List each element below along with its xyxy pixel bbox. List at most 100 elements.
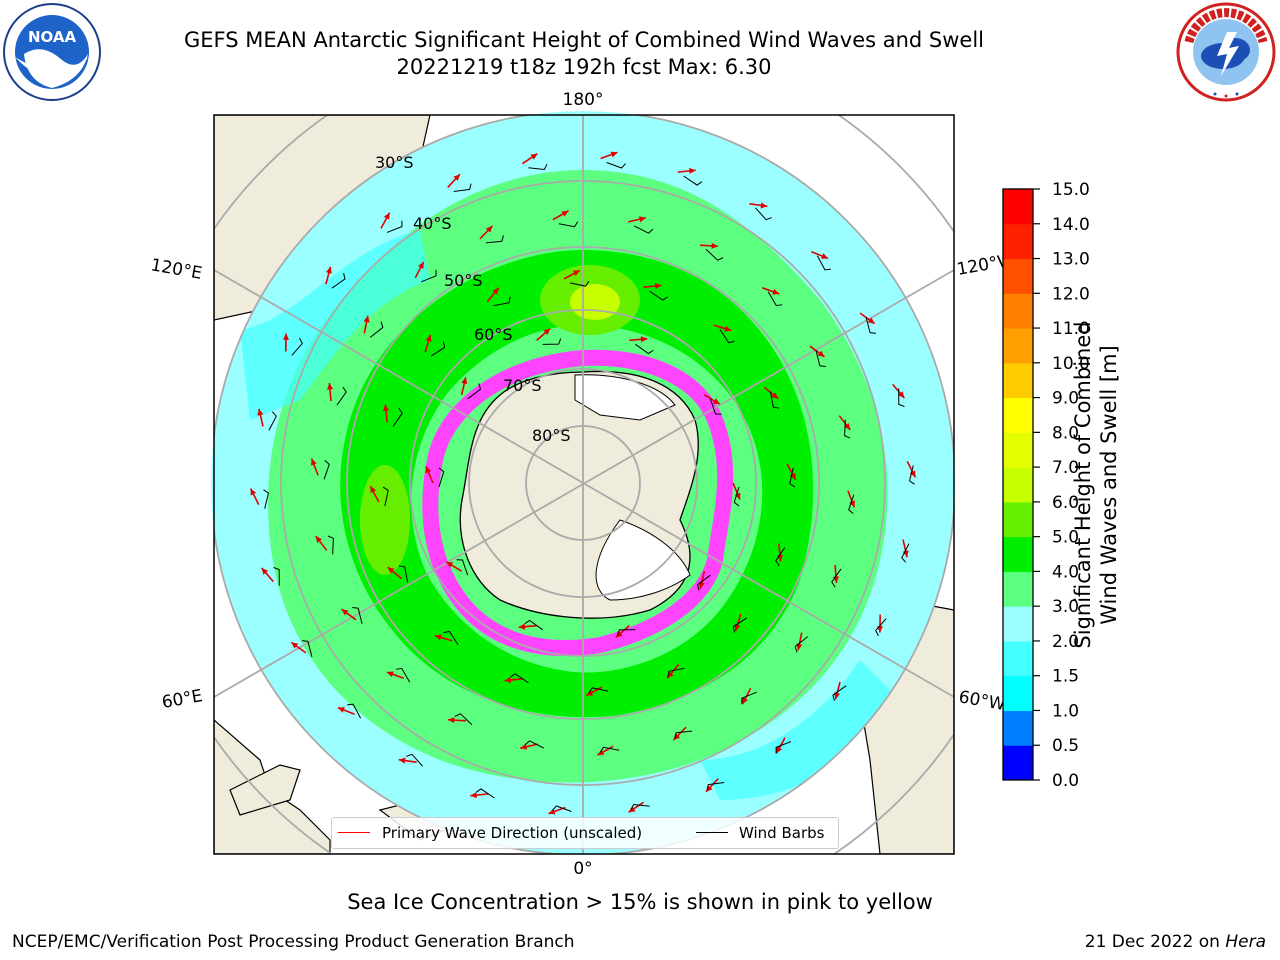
wind-barb bbox=[599, 746, 620, 753]
run-date-text: 21 Dec 2022 on bbox=[1084, 932, 1220, 952]
wave-direction-arrowhead bbox=[446, 561, 454, 568]
wind-barb bbox=[406, 753, 423, 767]
wave-direction-arrowhead bbox=[712, 398, 720, 405]
wave-direction-arrowhead bbox=[734, 492, 741, 500]
lon-label-180: 180° bbox=[563, 90, 604, 110]
wave-direction-arrowhead bbox=[434, 634, 442, 641]
wind-barb bbox=[634, 225, 654, 234]
wind-barb bbox=[301, 640, 313, 657]
wind-barb bbox=[901, 543, 910, 563]
wind-barb bbox=[767, 291, 783, 307]
wind-barb bbox=[775, 547, 786, 567]
wind-barb bbox=[524, 619, 543, 631]
wind-barb bbox=[528, 163, 548, 171]
wind-barb bbox=[430, 341, 446, 357]
wave-direction-arrowhead bbox=[370, 486, 377, 494]
wind-barb bbox=[755, 207, 772, 221]
wave-direction-arrowhead bbox=[673, 733, 681, 741]
wind-barb bbox=[268, 411, 277, 431]
wave-direction-arrowhead bbox=[250, 488, 257, 496]
wave-direction-arrowhead bbox=[425, 334, 432, 342]
wave-direction-arrowhead bbox=[282, 333, 290, 340]
wave-direction-arrowhead bbox=[610, 151, 618, 158]
wave-direction-arrowhead bbox=[530, 153, 538, 160]
wave-direction-arrowhead bbox=[834, 692, 841, 700]
wind-barb bbox=[875, 618, 887, 637]
wind-barb bbox=[719, 328, 735, 344]
branch-credit: NCEP/EMC/Verification Post Processing Pr… bbox=[12, 932, 575, 952]
wave-direction-arrowhead bbox=[597, 749, 605, 756]
wave-direction-arrowhead bbox=[615, 631, 623, 638]
wave-direction-arrowhead bbox=[363, 315, 370, 323]
colorbar-label-line2: Wind Waves and Swell [m] bbox=[1097, 345, 1121, 625]
wave-direction-arrowhead bbox=[742, 697, 748, 705]
wave-direction-arrowhead bbox=[387, 567, 395, 574]
wave-direction-arrowhead bbox=[548, 808, 556, 815]
wind-barb bbox=[392, 407, 403, 427]
chart-subtitle: 20221219 t18z 192h fcst Max: 6.30 bbox=[396, 55, 772, 79]
wave-direction-legend-label: Primary Wave Direction (unscaled) bbox=[382, 824, 643, 842]
wave-direction-arrowhead bbox=[789, 472, 796, 480]
colorbar-label-line1: Significant Height of Combined bbox=[1071, 321, 1095, 649]
map-legend: Primary Wave Direction (unscaled) Wind B… bbox=[331, 817, 839, 849]
wave-direction-arrowhead bbox=[640, 336, 648, 343]
wave-direction-arrowhead bbox=[689, 167, 696, 174]
lon-label-60e: 60°E bbox=[160, 686, 204, 713]
wind-barb bbox=[421, 269, 437, 283]
wind-barb bbox=[816, 255, 831, 271]
wind-barb bbox=[741, 691, 757, 705]
lon-label-120e: 120°E bbox=[149, 255, 203, 284]
wave-direction-arrowhead bbox=[572, 270, 580, 277]
wind-barb bbox=[696, 574, 711, 591]
wave-direction-arrowhead bbox=[311, 458, 317, 466]
wind-barb bbox=[588, 687, 609, 694]
wave-direction-arrowhead bbox=[453, 174, 460, 181]
wave-direction-arrowhead bbox=[492, 287, 499, 295]
graticule bbox=[214, 115, 954, 854]
wind-barb bbox=[485, 235, 504, 244]
wave-direction-arrowhead bbox=[386, 671, 394, 678]
lat-label-80s: 80°S bbox=[532, 426, 571, 445]
wind-barb bbox=[475, 788, 495, 799]
run-date: 21 Dec 2022 on Hera bbox=[1085, 932, 1266, 952]
wave-direction-arrowhead bbox=[711, 242, 718, 249]
wave-direction-arrowhead bbox=[867, 317, 875, 324]
wave-direction-arrowhead bbox=[796, 643, 803, 651]
wind-barb bbox=[606, 162, 626, 169]
wave-direction-arrowhead bbox=[760, 202, 768, 209]
wave-direction-arrowhead bbox=[325, 266, 332, 274]
wave-direction-arrowhead bbox=[909, 470, 916, 478]
wave-direction-arrowhead bbox=[257, 408, 264, 416]
wind-barb bbox=[524, 740, 544, 749]
wave-direction-arrowhead bbox=[315, 536, 322, 543]
wave-direction-arrowhead bbox=[383, 212, 390, 220]
wind-barb bbox=[569, 280, 590, 287]
wind-barb bbox=[509, 673, 529, 684]
wind-barb bbox=[542, 338, 562, 345]
wave-direction-arrowhead bbox=[448, 717, 455, 724]
wave-direction-arrowhead bbox=[849, 500, 855, 508]
wind-barb bbox=[865, 317, 877, 334]
wind-barb bbox=[369, 321, 384, 338]
wave-direction-arrowhead bbox=[724, 325, 732, 332]
wave-direction-arrowhead bbox=[698, 581, 705, 589]
wind-barb bbox=[709, 398, 722, 415]
wind-barb bbox=[667, 667, 685, 678]
wave-direction-arrowhead bbox=[771, 392, 779, 399]
wave-direction-arrowhead bbox=[520, 743, 528, 750]
wave-direction-arrowhead bbox=[844, 423, 851, 430]
wind-barb bbox=[395, 667, 411, 683]
wind-barb bbox=[630, 803, 650, 811]
wind-barb bbox=[706, 782, 725, 791]
wind-barb bbox=[331, 273, 346, 289]
wave-direction-arrowhead bbox=[638, 216, 646, 223]
wind-barb bbox=[649, 290, 669, 301]
wind-barb bbox=[467, 383, 482, 400]
wind-barb bbox=[616, 629, 636, 636]
wind-barb bbox=[815, 350, 826, 368]
wave-direction-arrowhead bbox=[821, 253, 829, 259]
wind-barb bbox=[263, 489, 269, 509]
wind-barb bbox=[327, 535, 334, 555]
lat-label-50s: 50°S bbox=[444, 271, 483, 290]
